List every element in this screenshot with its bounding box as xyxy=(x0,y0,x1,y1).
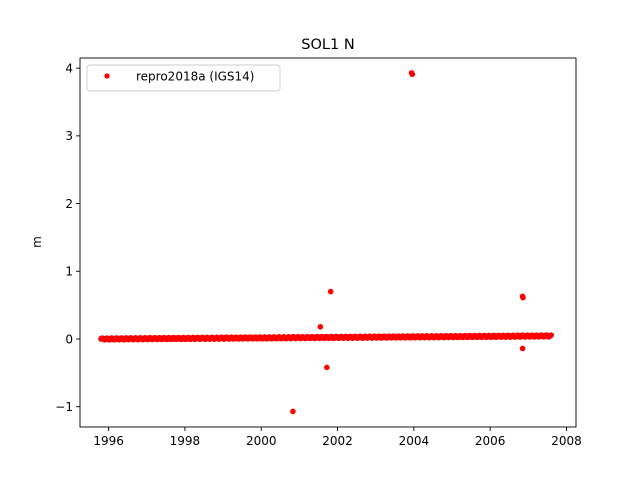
legend-label: repro2018a (IGS14) xyxy=(136,70,254,84)
chart-title: SOL1 N xyxy=(301,37,354,53)
data-point-outlier xyxy=(519,345,526,352)
x-tick-label: 1996 xyxy=(93,434,124,448)
data-point xyxy=(548,332,554,338)
data-point-outlier xyxy=(317,323,324,330)
plot-area-frame xyxy=(79,57,577,428)
x-tick-label: 1998 xyxy=(170,434,201,448)
data-point-outlier xyxy=(324,364,330,371)
x-tick-label: 2002 xyxy=(322,434,353,448)
x-tick-label: 2006 xyxy=(475,434,506,448)
y-tick-label: 1 xyxy=(65,265,73,279)
y-axis-label: m xyxy=(30,236,44,248)
y-tick-label: 2 xyxy=(65,197,73,211)
legend-box xyxy=(86,64,281,92)
y-tick-label: 0 xyxy=(65,332,73,346)
legend-marker xyxy=(104,73,110,79)
data-point-outlier xyxy=(409,71,416,78)
data-point-outlier xyxy=(327,288,334,295)
data-point-outlier xyxy=(290,408,296,415)
x-tick-label: 2008 xyxy=(551,434,582,448)
data-point-outlier xyxy=(520,294,526,301)
x-tick-label: 2000 xyxy=(246,434,277,448)
y-tick-label: 4 xyxy=(65,61,73,75)
data-points xyxy=(98,70,554,415)
legend: repro2018a (IGS14) xyxy=(86,64,281,92)
x-tick-label: 2004 xyxy=(399,434,430,448)
y-tick-label: −1 xyxy=(55,400,73,414)
y-axis-ticks: −1 0 1 2 3 4 xyxy=(55,61,80,414)
y-tick-label: 3 xyxy=(65,129,73,143)
x-axis-ticks: 1996 1998 2000 2002 2004 2006 2008 xyxy=(93,427,582,448)
